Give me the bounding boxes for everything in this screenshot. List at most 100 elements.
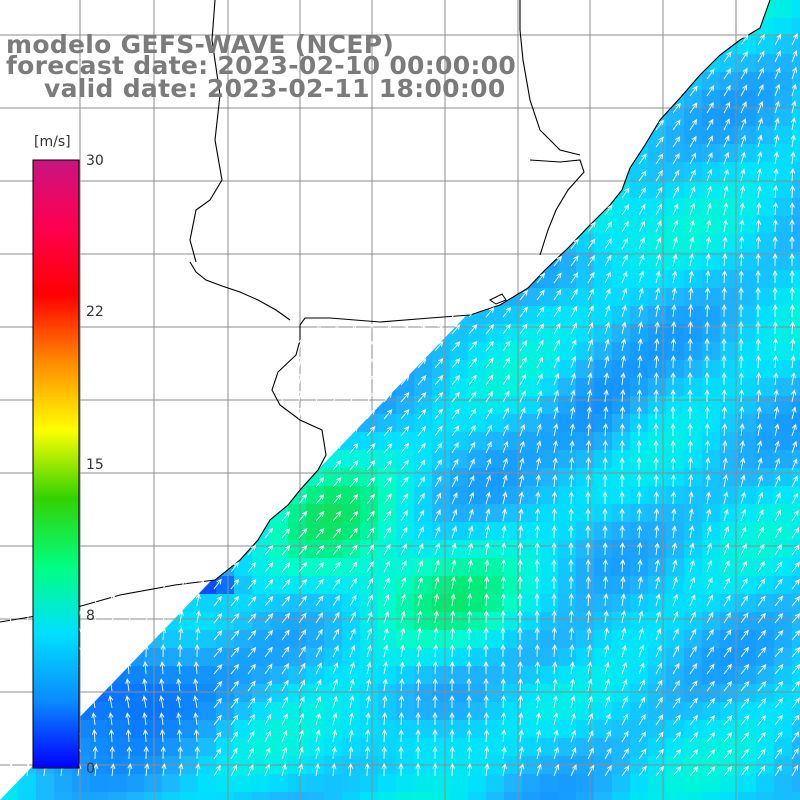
wind-arrow [193,660,199,675]
wind-arrow [604,644,610,658]
speed-cell [180,720,199,739]
wind-arrow [23,660,29,675]
wind-arrow [655,236,662,250]
speed-cell [0,270,19,289]
speed-cell [108,126,127,145]
wind-arrow [689,714,699,726]
colorbar-unit: [m/s] [34,134,71,150]
speed-cell [594,612,613,631]
speed-cell [756,378,775,397]
wind-arrow [349,493,359,505]
wind-arrow [536,423,542,437]
wind-arrow [365,728,371,743]
wind-arrow [315,645,323,658]
speed-cell [702,396,721,415]
speed-cell [774,684,793,703]
speed-cell [126,432,145,451]
wind-arrow [706,101,714,114]
wind-arrow [298,746,304,760]
speed-cell [252,738,271,757]
wind-arrow [264,544,274,556]
wind-arrow [789,252,795,266]
speed-cell [198,684,217,703]
speed-cell [288,792,307,800]
speed-cell [594,108,613,127]
wind-arrow [757,440,763,454]
speed-cell [774,540,793,559]
speed-cell [540,342,559,361]
speed-cell [252,342,271,361]
speed-cell [144,522,163,541]
speed-cell [0,90,19,109]
speed-cell [432,234,451,253]
speed-cell [702,720,721,739]
speed-cell [432,666,451,685]
speed-cell [0,792,19,800]
speed-cell [756,162,775,181]
speed-cell [576,774,595,793]
speed-cell [252,270,271,289]
speed-cell [90,180,109,199]
speed-cell [684,414,703,433]
wind-arrow [416,627,422,641]
wind-arrow [570,695,576,709]
speed-cell [342,198,361,217]
wind-arrow [740,67,748,80]
speed-cell [360,198,379,217]
wind-arrow [485,374,494,386]
wind-arrow [434,525,441,539]
wind-arrow [638,627,644,641]
speed-cell [774,342,793,361]
speed-cell [324,252,343,271]
wind-arrow [774,423,780,437]
speed-cell [450,468,469,487]
speed-cell [792,0,800,19]
wind-arrow [552,678,558,692]
wind-arrow [604,288,611,301]
speed-cell [630,720,649,739]
wind-arrow [534,643,540,658]
speed-cell [306,540,325,559]
speed-cell [324,540,343,559]
speed-cell [486,180,505,199]
speed-cell [288,720,307,739]
speed-cell [738,162,757,181]
speed-cell [576,738,595,757]
speed-cell [396,774,415,793]
speed-cell [108,378,127,397]
wind-arrow [315,595,324,607]
wind-arrow [789,201,795,216]
speed-cell [540,72,559,91]
speed-cell [774,630,793,649]
wind-arrow [230,629,240,641]
speed-cell [486,126,505,145]
speed-cell [342,630,361,649]
speed-cell [684,684,703,703]
wind-arrow [551,575,557,589]
wind-arrow [706,697,716,709]
wind-arrow [756,202,762,216]
wind-arrow [706,680,715,692]
speed-cell [396,0,415,19]
wind-arrow [366,442,376,454]
wind-arrow [264,629,274,641]
speed-cell [594,36,613,55]
speed-cell [450,234,469,253]
wind-arrow [298,729,304,743]
speed-cell [540,432,559,451]
speed-cell [612,684,631,703]
wind-arrow [739,235,745,250]
speed-cell [720,54,739,73]
wind-arrow [757,680,767,692]
wind-arrow [570,339,577,352]
speed-cell [684,522,703,541]
speed-cell [792,414,800,433]
wind-arrow [415,762,421,776]
wind-arrow [774,697,784,709]
speed-cell [504,378,523,397]
wind-arrow [789,286,795,301]
wind-arrow [281,612,291,624]
speed-cell [234,576,253,595]
speed-cell [792,702,800,721]
wind-arrow [264,646,273,658]
